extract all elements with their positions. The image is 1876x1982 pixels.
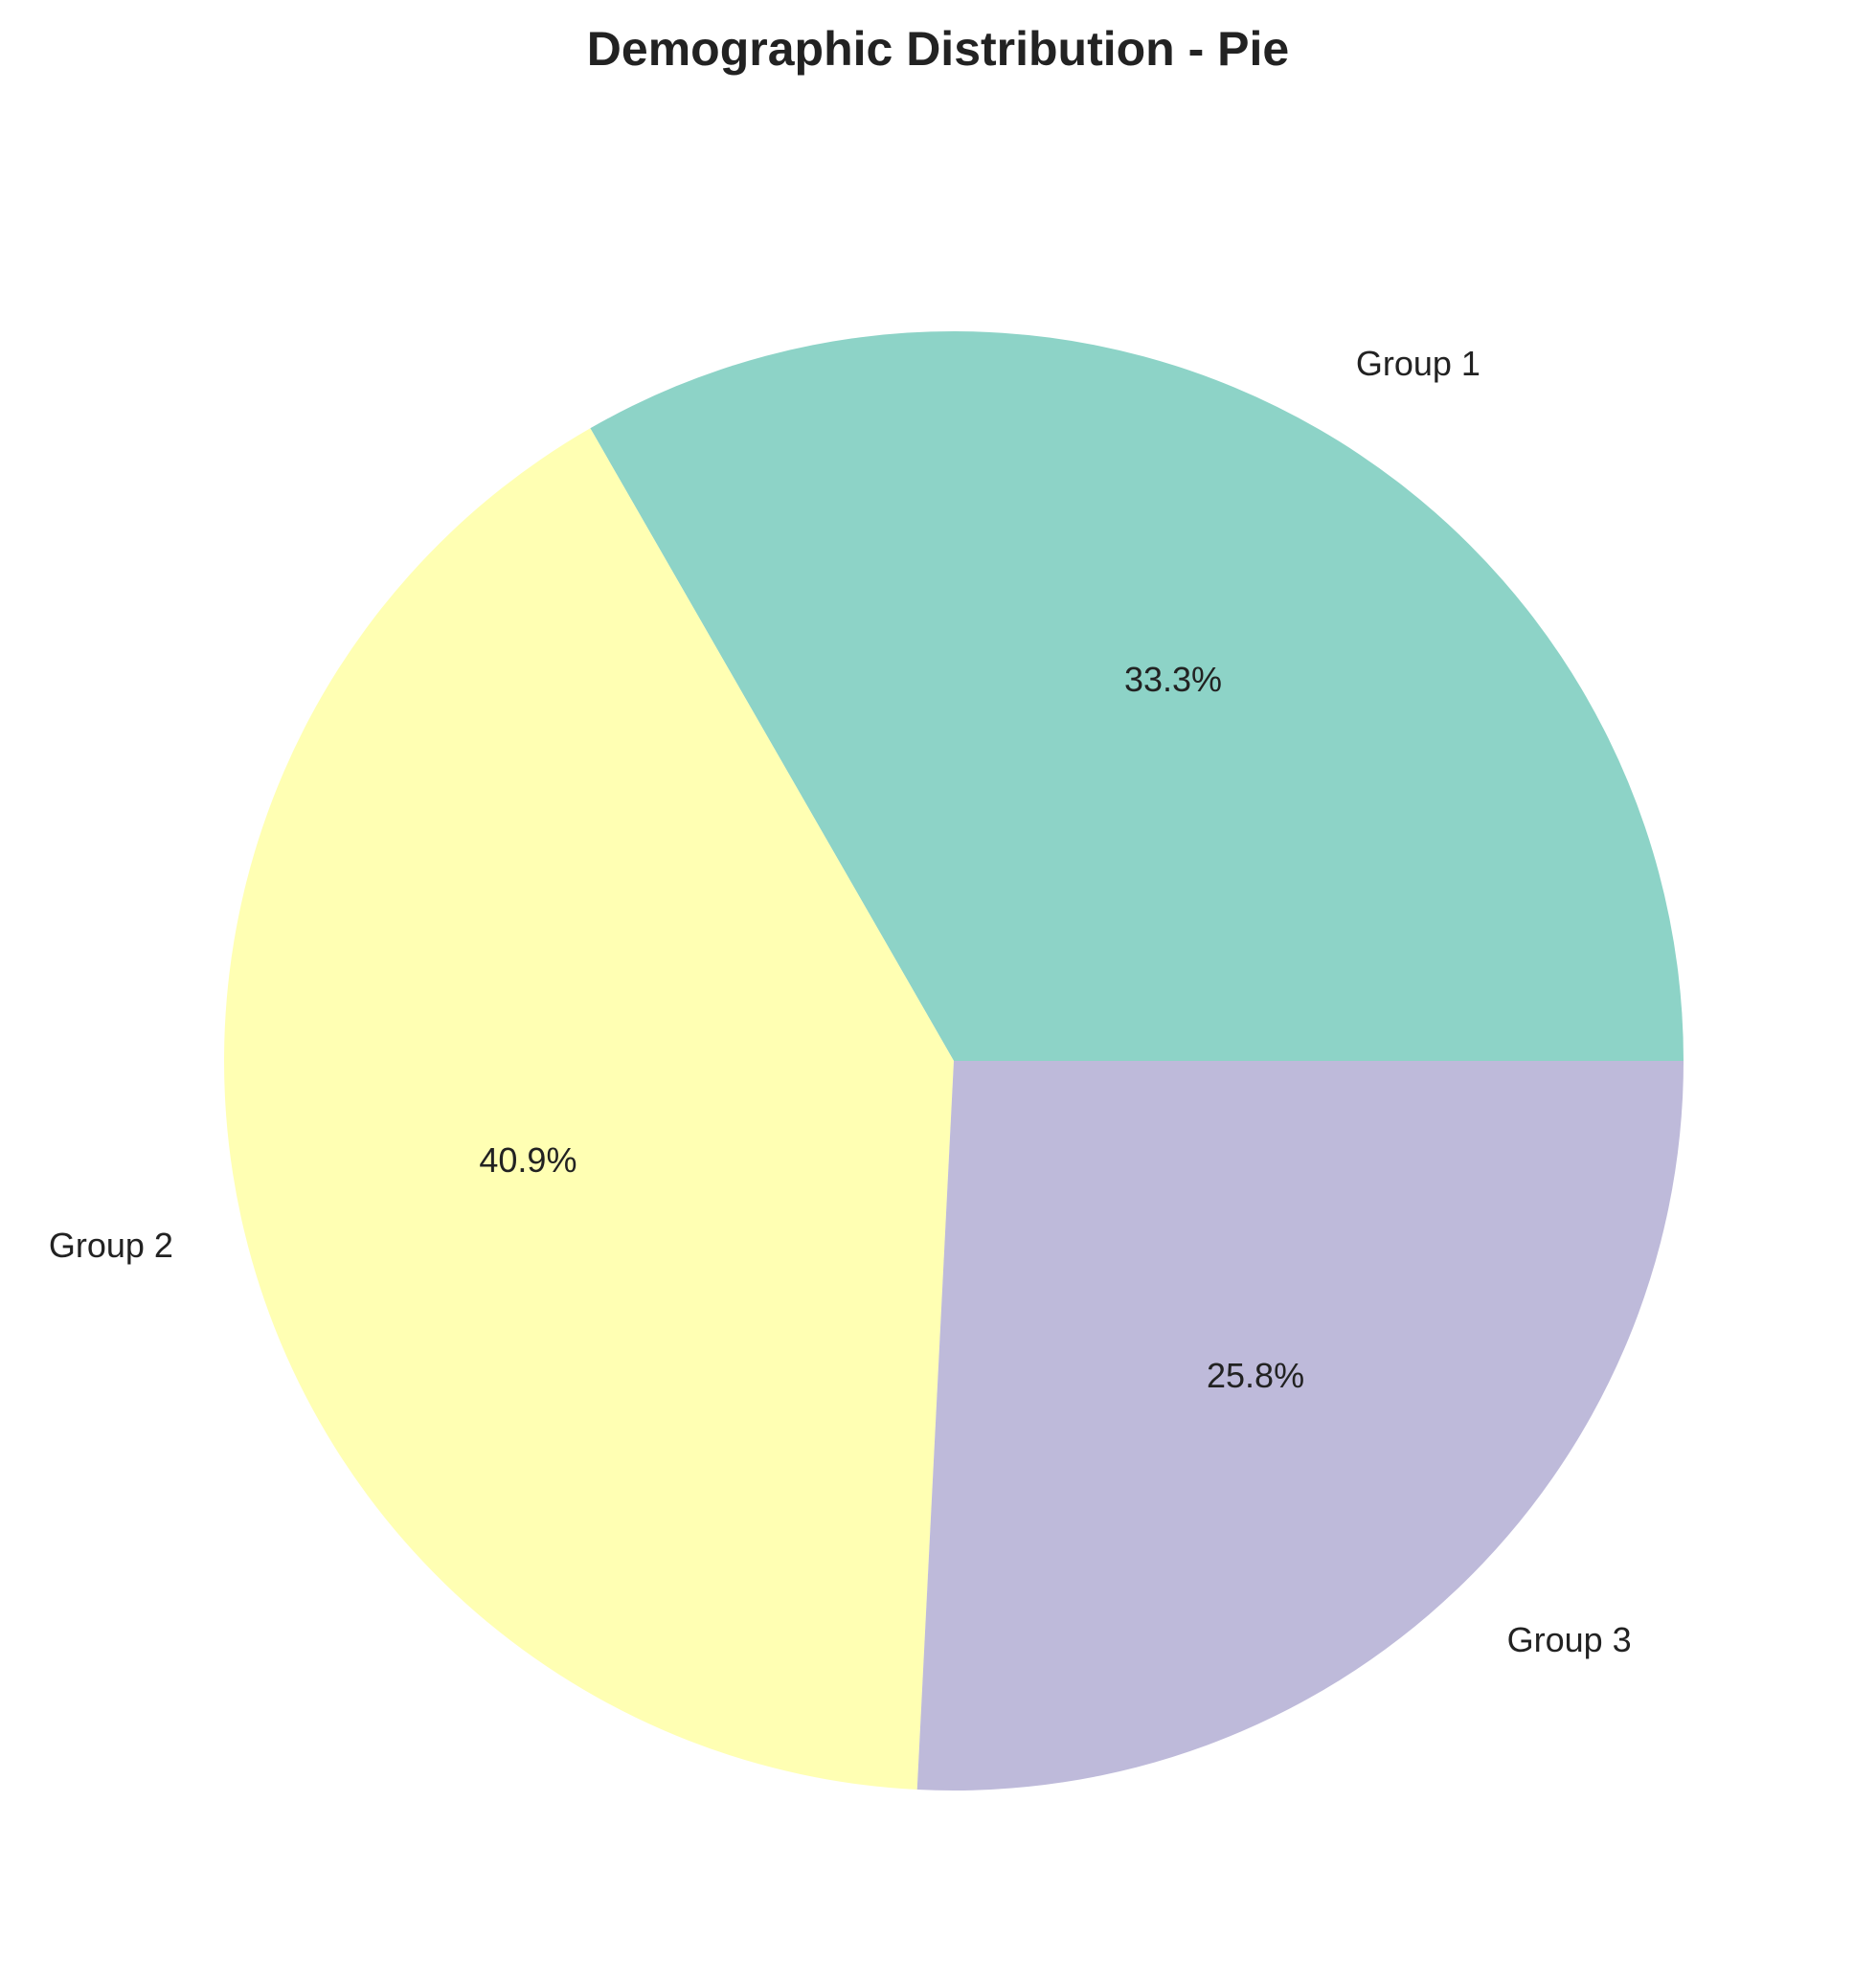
- slice-label-1: Group 1: [1356, 344, 1480, 383]
- percent-label-1: 33.3%: [1124, 660, 1222, 699]
- pie-slice-1: [590, 331, 1684, 1062]
- chart-title: Demographic Distribution - Pie: [586, 22, 1290, 76]
- percent-label-2: 40.9%: [479, 1140, 576, 1180]
- slice-label-2: Group 2: [49, 1226, 173, 1265]
- percent-label-3: 25.8%: [1207, 1356, 1304, 1395]
- pie-slice-3: [916, 1061, 1684, 1791]
- slice-label-3: Group 3: [1507, 1620, 1632, 1659]
- pie-slice-2: [223, 428, 954, 1791]
